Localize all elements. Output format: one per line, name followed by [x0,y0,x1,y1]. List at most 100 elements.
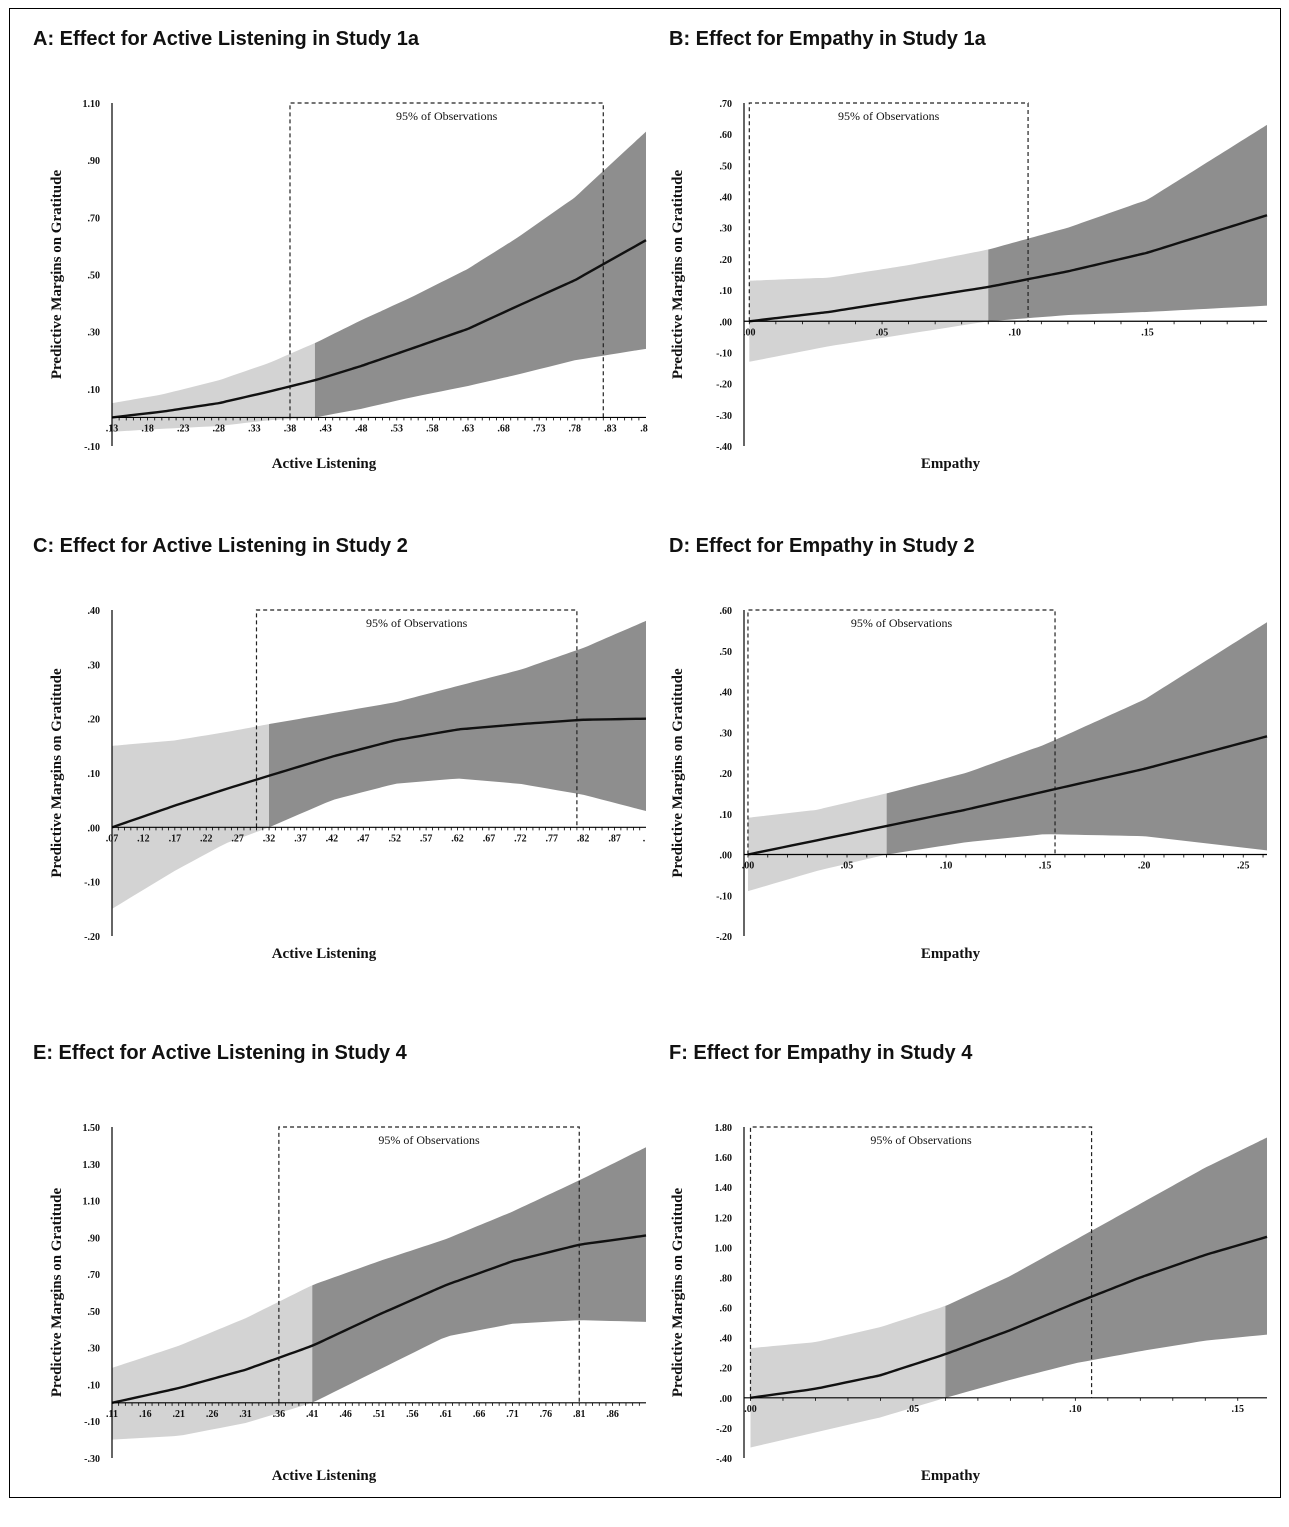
panel-title: E: Effect for Active Listening in Study … [33,1042,407,1064]
predicted-line [111,239,647,419]
ci-band-dark [269,620,646,828]
y-tick-label: -.30 [716,411,732,422]
observations-label: 95% of Observations [838,109,940,123]
observations-box [278,1126,580,1403]
x-tick-label: .16 [139,1409,152,1420]
x-axis-title: Active Listening [272,946,377,962]
x-tick-label: .23 [177,423,190,434]
chart-e: 95% of Observations 1.50 1.30 1.10 .90 .70 .50… [49,1123,647,1484]
x-tick-label: .42 [326,833,339,844]
y-tick-label: -.10 [84,442,100,453]
y-tick-label: -.10 [84,1417,100,1428]
x-tick-label: .66 [473,1409,486,1420]
x-tick-label: .15 [1141,327,1154,338]
y-tick-label: 1.80 [715,1123,733,1134]
chart-a: 95% of Observations 1.10 .90 .70 .50 .30 .10 -.… [49,99,648,472]
y-tick-label: .50 [88,271,101,282]
y-tick-label: .50 [720,647,733,658]
x-tick-label: .10 [940,861,953,872]
observations-label: 95% of Observations [851,616,953,630]
y-tick-label: .10 [720,810,733,821]
y-tick-label: 1.30 [83,1160,101,1171]
y-tick-label: .20 [720,1364,733,1375]
x-tick-label: .33 [248,423,261,434]
y-tick-label: -.10 [84,878,100,889]
x-tick-label: .51 [373,1409,386,1420]
y-tick-label: .10 [88,1380,101,1391]
x-tick-label: .43 [319,423,332,434]
x-tick-label: .62 [451,833,464,844]
x-tick-label: .13 [106,423,119,434]
x-tick-label: .73 [533,423,546,434]
y-tick-label: .10 [720,286,733,297]
x-tick-label: .00 [742,861,755,872]
x-tick-label: .38 [284,423,297,434]
x-tick-label: .11 [106,1409,118,1420]
y-tick-label: 1.00 [715,1243,733,1254]
observations-label: 95% of Observations [870,1133,972,1147]
ci-band-light [112,343,315,432]
y-tick-label: -.20 [716,1424,732,1435]
panel-d: D: Effect for Empathy in Study 2 95% of … [645,515,1285,1020]
y-tick-label: .00 [720,851,733,862]
x-tick-label: .48 [355,423,368,434]
y-tick-label: .20 [720,255,733,266]
x-tick-label: .46 [339,1409,352,1420]
y-tick-label: .00 [88,823,101,834]
x-tick-label: .81 [573,1409,586,1420]
y-axis-title: Predictive Margins on Gratitude [670,1188,686,1398]
x-tick-label: .05 [841,861,854,872]
x-tick-label: .36 [273,1409,286,1420]
y-axis-title: Predictive Margins on Gratitude [49,170,65,380]
y-tick-label: .30 [720,224,733,235]
y-tick-label: -.10 [716,348,732,359]
y-tick-label: 1.10 [83,1197,101,1208]
y-tick-label: .50 [88,1307,101,1318]
x-tick-label: .25 [1237,861,1250,872]
x-tick-label: .56 [406,1409,419,1420]
x-tick-label: .71 [506,1409,519,1420]
x-axis-title: Empathy [921,1468,981,1484]
x-tick-label: .27 [231,833,244,844]
x-tick-label: .76 [540,1409,553,1420]
y-tick-label: .40 [88,606,101,617]
x-tick-label: .78 [569,423,582,434]
y-tick-label: .70 [720,99,733,110]
ci-band-dark [314,131,646,418]
x-tick-label: .52 [388,833,401,844]
y-tick-label: .20 [720,769,733,780]
panel-e: E: Effect for Active Listening in Study … [9,1022,649,1527]
x-tick-label: .77 [546,833,559,844]
x-axis-title: Active Listening [272,1468,377,1484]
y-tick-label: .40 [720,688,733,699]
y-axis-title: Predictive Margins on Gratitude [49,668,65,878]
x-tick-label: .72 [514,833,527,844]
x-tick-label: .37 [294,833,307,844]
x-tick-label: .21 [173,1409,186,1420]
x-tick-label: .32 [263,833,276,844]
y-tick-label: 1.10 [83,99,101,110]
y-tick-label: .30 [88,1344,101,1355]
y-tick-label: .60 [720,130,733,141]
y-tick-label: .30 [88,660,101,671]
x-tick-label: .28 [213,423,226,434]
ci-band-light [747,793,887,892]
ci-band-light [112,1285,313,1440]
y-tick-label: -.20 [84,932,100,943]
x-tick-label: .07 [106,833,119,844]
x-tick-label: .00 [744,1404,757,1415]
y-tick-label: -.10 [716,891,732,902]
y-tick-label: -.30 [84,1454,100,1465]
observations-box [748,102,1029,322]
x-tick-label: .10 [1009,327,1022,338]
observations-label: 95% of Observations [396,109,498,123]
x-tick-label: .58 [426,423,439,434]
panel-title: C: Effect for Active Listening in Study … [33,535,408,557]
ci-band-light [750,1305,946,1448]
observations-box [255,609,578,828]
y-tick-label: -.20 [716,380,732,391]
x-tick-label: .26 [206,1409,219,1420]
x-tick-label: .18 [141,423,154,434]
y-tick-label: -.20 [716,932,732,943]
x-tick-label: .20 [1138,861,1151,872]
